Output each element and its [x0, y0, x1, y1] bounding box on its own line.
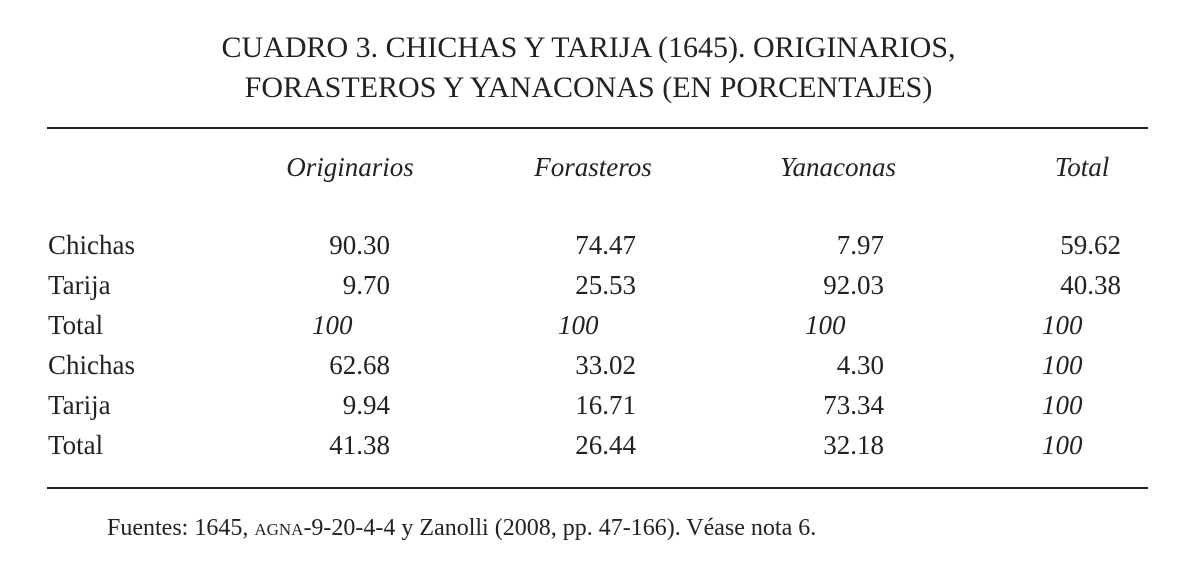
column-header: Total — [1054, 152, 1110, 182]
row-label: Total — [48, 430, 104, 460]
row-label: Tarija — [48, 270, 111, 300]
source-note: Fuentes: 1645, AGNA-9-20-4-4 y Zanolli (… — [107, 516, 816, 540]
cell-value: 41.38 — [329, 430, 390, 460]
cell-value: 4.30 — [836, 350, 884, 380]
column-header: Yanaconas — [779, 152, 897, 182]
cell-value: 9.70 — [342, 270, 390, 300]
cell-value: 26.44 — [575, 430, 636, 460]
cell-value: 59.62 — [1060, 230, 1121, 260]
title-line: FORASTEROS Y YANACONAS (EN PORCENTAJES) — [244, 71, 933, 104]
cell-value: 100 — [1042, 390, 1083, 420]
top-rule — [47, 127, 1148, 129]
row-label: Chichas — [48, 350, 135, 380]
row-label: Chichas — [48, 230, 135, 260]
title-line: CUADRO 3. CHICHAS Y TARIJA (1645). ORIGI… — [221, 31, 956, 64]
source-text: Fuentes: 1645, — [107, 515, 255, 541]
cell-value: 9.94 — [342, 390, 390, 420]
column-header: Forasteros — [534, 152, 652, 182]
source-text: -9-20-4-4 y Zanolli (2008, pp. 47-166). … — [303, 515, 817, 541]
bottom-rule — [47, 487, 1148, 489]
cell-value: 33.02 — [575, 350, 636, 380]
cell-value: 100 — [312, 310, 353, 340]
cell-value: 100 — [1042, 350, 1083, 380]
cell-value: 40.38 — [1060, 270, 1121, 300]
cell-value: 92.03 — [823, 270, 884, 300]
cell-value: 32.18 — [823, 430, 884, 460]
cell-value: 100 — [558, 310, 599, 340]
row-label: Total — [48, 310, 104, 340]
cell-value: 73.34 — [823, 390, 884, 420]
source-archive: AGNA — [254, 520, 304, 539]
cell-value: 7.97 — [836, 230, 884, 260]
cell-value: 90.30 — [329, 230, 390, 260]
cell-value: 100 — [1042, 310, 1083, 340]
cell-value: 100 — [805, 310, 846, 340]
cell-value: 100 — [1042, 430, 1083, 460]
row-label: Tarija — [48, 390, 111, 420]
cell-value: 74.47 — [575, 230, 636, 260]
cell-value: 16.71 — [575, 390, 636, 420]
column-header: Originarios — [286, 152, 414, 182]
cell-value: 62.68 — [329, 350, 390, 380]
cell-value: 25.53 — [575, 270, 636, 300]
